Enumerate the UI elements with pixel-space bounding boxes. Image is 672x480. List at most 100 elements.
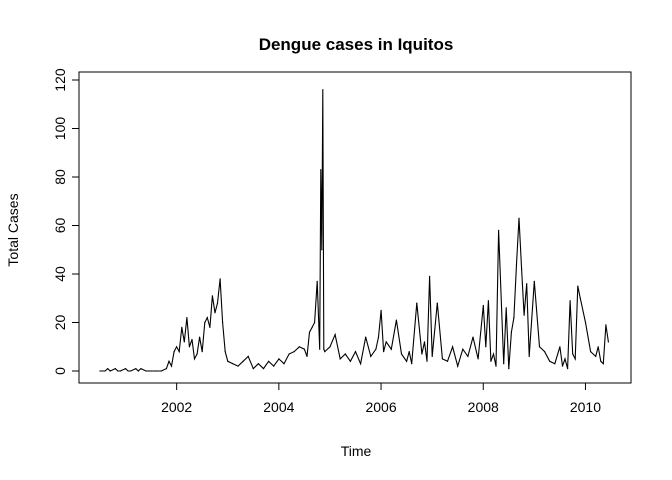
data-point	[199, 336, 201, 338]
data-point	[322, 89, 324, 91]
data-point	[467, 355, 469, 357]
data-point	[605, 324, 607, 326]
data-point	[150, 370, 152, 372]
data-point	[173, 351, 175, 353]
data-point	[147, 370, 150, 372]
data-point	[584, 321, 587, 324]
data-point	[607, 341, 610, 343]
data-point	[521, 268, 523, 270]
data-point	[554, 363, 556, 365]
data-point	[492, 353, 495, 355]
data-point	[237, 365, 239, 367]
data-point	[360, 363, 362, 365]
data-point	[538, 346, 541, 348]
series-line	[100, 89, 609, 372]
data-point	[124, 368, 127, 370]
data-point	[214, 312, 216, 314]
data-point	[306, 355, 308, 357]
data-point	[498, 229, 500, 231]
data-point	[334, 334, 336, 336]
data-point	[196, 353, 198, 355]
data-point	[375, 348, 377, 350]
data-point	[293, 351, 295, 353]
data-point	[383, 351, 385, 353]
data-point	[130, 370, 132, 372]
data-point	[323, 348, 325, 350]
data-point	[176, 346, 178, 348]
data-point	[390, 348, 392, 350]
data-point	[462, 348, 464, 350]
data-point	[518, 217, 520, 219]
data-point	[482, 304, 484, 307]
data-point	[227, 360, 229, 362]
data-point	[472, 336, 474, 338]
data-point	[503, 363, 505, 365]
data-point	[329, 346, 331, 348]
y-tick-label: 40	[52, 266, 68, 282]
data-point	[339, 358, 341, 360]
data-point	[314, 321, 316, 324]
data-point	[549, 360, 551, 362]
y-axis: 0 20 40 60 80 100 120	[52, 68, 80, 375]
data-point	[165, 368, 167, 370]
data-point	[426, 360, 428, 362]
data-point	[181, 326, 183, 328]
data-point	[365, 336, 367, 338]
data-point	[579, 297, 581, 299]
data-point	[354, 351, 357, 353]
data-point	[145, 370, 147, 372]
data-point	[423, 341, 426, 343]
data-point	[201, 351, 203, 353]
data-point	[400, 353, 403, 355]
data-point	[595, 355, 597, 357]
data-point	[262, 368, 265, 370]
data-point	[224, 351, 226, 353]
data-point	[436, 302, 438, 304]
data-point	[452, 346, 454, 348]
data-point	[127, 370, 129, 372]
data-point	[321, 249, 323, 251]
data-point	[324, 351, 326, 353]
data-point	[278, 358, 280, 360]
y-axis-label: Total Cases	[5, 193, 21, 266]
data-point	[523, 314, 525, 316]
data-point	[559, 346, 561, 348]
data-point	[508, 368, 510, 370]
data-point	[564, 358, 566, 360]
data-point	[490, 360, 492, 362]
data-point	[370, 355, 372, 357]
data-point	[135, 368, 137, 370]
data-points	[99, 89, 610, 372]
x-tick-label: 2010	[570, 399, 601, 415]
data-point	[247, 355, 249, 357]
chart-title: Dengue cases in Iquitos	[259, 35, 454, 54]
plot-frame	[78, 71, 632, 384]
data-point	[283, 363, 285, 365]
data-point	[209, 326, 211, 328]
data-point	[600, 360, 602, 362]
data-point	[137, 370, 139, 372]
y-tick-label: 100	[52, 117, 68, 141]
data-point	[344, 353, 346, 355]
data-point	[191, 338, 193, 341]
x-tick-label: 2002	[161, 399, 192, 415]
data-point	[114, 368, 116, 370]
data-point	[319, 348, 321, 350]
data-point	[590, 351, 592, 353]
data-point	[316, 280, 318, 282]
data-point	[273, 365, 275, 367]
data-point	[288, 353, 290, 355]
data-point	[155, 370, 157, 372]
data-point	[107, 368, 109, 370]
data-point	[577, 285, 579, 287]
y-tick-label: 20	[52, 315, 68, 331]
data-point	[119, 370, 121, 372]
data-point	[505, 307, 507, 309]
data-point	[242, 360, 244, 362]
data-point	[528, 355, 530, 357]
x-axis-label: Time	[341, 443, 372, 459]
data-point	[408, 351, 410, 353]
data-point	[602, 363, 604, 365]
data-point	[183, 341, 185, 343]
